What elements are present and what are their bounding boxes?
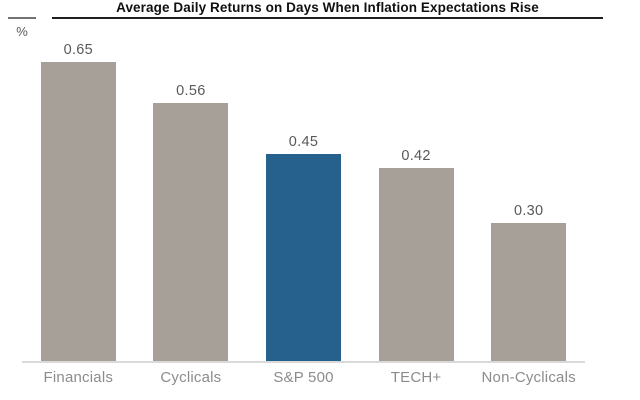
bar-s-p-500: [265, 154, 341, 362]
plot-area: 0.65 0.56 0.45 0.42 0.30: [22, 40, 585, 362]
bar-tech: [378, 168, 454, 362]
category-label-non-cyclicals: Non-Cyclicals: [481, 369, 576, 386]
category-row: Financials Cyclicals S&P 500 TECH+ Non-Cycli…: [22, 369, 585, 386]
value-label-financials: 0.65: [63, 42, 93, 58]
value-label-cyclicals: 0.56: [176, 83, 206, 99]
bar-non-cyclicals: [491, 223, 567, 362]
category-label-tech: TECH+: [390, 369, 442, 386]
bar-cyclicals: [153, 103, 229, 362]
chart-title-block: Average Daily Returns on Days When Infla…: [52, 0, 603, 19]
bar-column-non-cyclicals: 0.30: [472, 40, 585, 362]
value-label-tech: 0.42: [401, 148, 431, 164]
unit-underline: [8, 0, 36, 19]
category-label-s-p-500: S&P 500: [273, 369, 334, 386]
value-label-s-p-500: 0.45: [288, 134, 319, 150]
category-label-financials: Financials: [43, 369, 114, 386]
x-axis-line: [22, 361, 585, 363]
bar-column-tech: 0.42: [360, 40, 473, 362]
bar-column-s-p-500: 0.45: [247, 40, 360, 362]
y-axis-unit-block: %: [8, 0, 36, 39]
category-label-cyclicals: Cyclicals: [160, 369, 222, 386]
bar-financials: [40, 62, 116, 362]
y-axis-unit-label: %: [16, 24, 28, 39]
chart-title: Average Daily Returns on Days When Infla…: [116, 0, 539, 15]
bar-column-cyclicals: 0.56: [135, 40, 248, 362]
value-label-non-cyclicals: 0.30: [513, 203, 544, 219]
bar-column-financials: 0.65: [22, 40, 135, 362]
